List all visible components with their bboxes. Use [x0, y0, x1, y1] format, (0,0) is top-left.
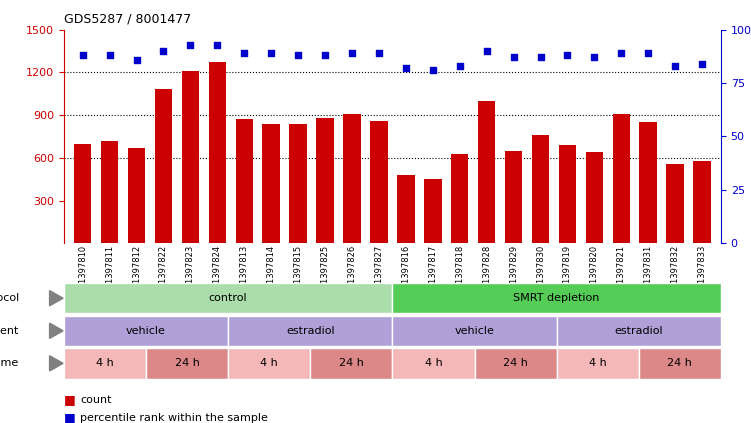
Bar: [289, 124, 307, 243]
Bar: [101, 141, 119, 243]
Bar: [209, 62, 226, 243]
Text: protocol: protocol: [0, 293, 19, 303]
Text: ■: ■: [64, 393, 76, 406]
Bar: [343, 114, 360, 243]
Text: 24 h: 24 h: [503, 358, 528, 368]
Bar: [478, 101, 496, 243]
Point: [319, 52, 331, 59]
Text: estradiol: estradiol: [286, 326, 334, 336]
Bar: [74, 143, 92, 243]
Bar: [397, 175, 415, 243]
Point: [562, 52, 574, 59]
Text: count: count: [80, 395, 112, 405]
Text: vehicle: vehicle: [126, 326, 166, 336]
Point: [454, 63, 466, 69]
Point: [373, 50, 385, 57]
Text: vehicle: vehicle: [454, 326, 494, 336]
Point: [292, 52, 304, 59]
Text: SMRT depletion: SMRT depletion: [514, 293, 600, 303]
Point: [615, 50, 627, 57]
Text: time: time: [0, 358, 19, 368]
Bar: [613, 114, 630, 243]
Polygon shape: [50, 291, 63, 306]
Bar: [182, 71, 199, 243]
Bar: [316, 118, 334, 243]
Text: agent: agent: [0, 326, 19, 336]
Text: estradiol: estradiol: [614, 326, 663, 336]
Text: ■: ■: [64, 411, 76, 423]
Point: [158, 48, 170, 55]
Bar: [370, 121, 388, 243]
Bar: [666, 164, 684, 243]
Text: 24 h: 24 h: [175, 358, 200, 368]
Bar: [451, 154, 469, 243]
Bar: [559, 145, 576, 243]
Polygon shape: [50, 323, 63, 338]
Point: [696, 60, 708, 67]
Text: 4 h: 4 h: [589, 358, 607, 368]
Point: [535, 54, 547, 61]
Bar: [155, 89, 172, 243]
Text: percentile rank within the sample: percentile rank within the sample: [80, 412, 268, 423]
Bar: [128, 148, 145, 243]
Bar: [532, 135, 549, 243]
Bar: [262, 124, 280, 243]
Point: [238, 50, 250, 57]
Point: [642, 50, 654, 57]
Text: 4 h: 4 h: [424, 358, 442, 368]
Bar: [640, 122, 657, 243]
Point: [77, 52, 89, 59]
Text: 4 h: 4 h: [261, 358, 278, 368]
Point: [265, 50, 277, 57]
Point: [104, 52, 116, 59]
Point: [508, 54, 520, 61]
Bar: [693, 161, 711, 243]
Point: [185, 41, 197, 48]
Point: [588, 54, 600, 61]
Text: 24 h: 24 h: [339, 358, 363, 368]
Bar: [236, 119, 253, 243]
Point: [669, 63, 681, 69]
Point: [346, 50, 358, 57]
Text: control: control: [209, 293, 247, 303]
Point: [131, 56, 143, 63]
Bar: [586, 152, 603, 243]
Polygon shape: [50, 356, 63, 371]
Point: [211, 41, 223, 48]
Text: 4 h: 4 h: [96, 358, 114, 368]
Point: [427, 67, 439, 74]
Bar: [505, 151, 523, 243]
Point: [400, 65, 412, 71]
Point: [481, 48, 493, 55]
Bar: [424, 179, 442, 243]
Text: GDS5287 / 8001477: GDS5287 / 8001477: [64, 13, 191, 26]
Text: 24 h: 24 h: [668, 358, 692, 368]
